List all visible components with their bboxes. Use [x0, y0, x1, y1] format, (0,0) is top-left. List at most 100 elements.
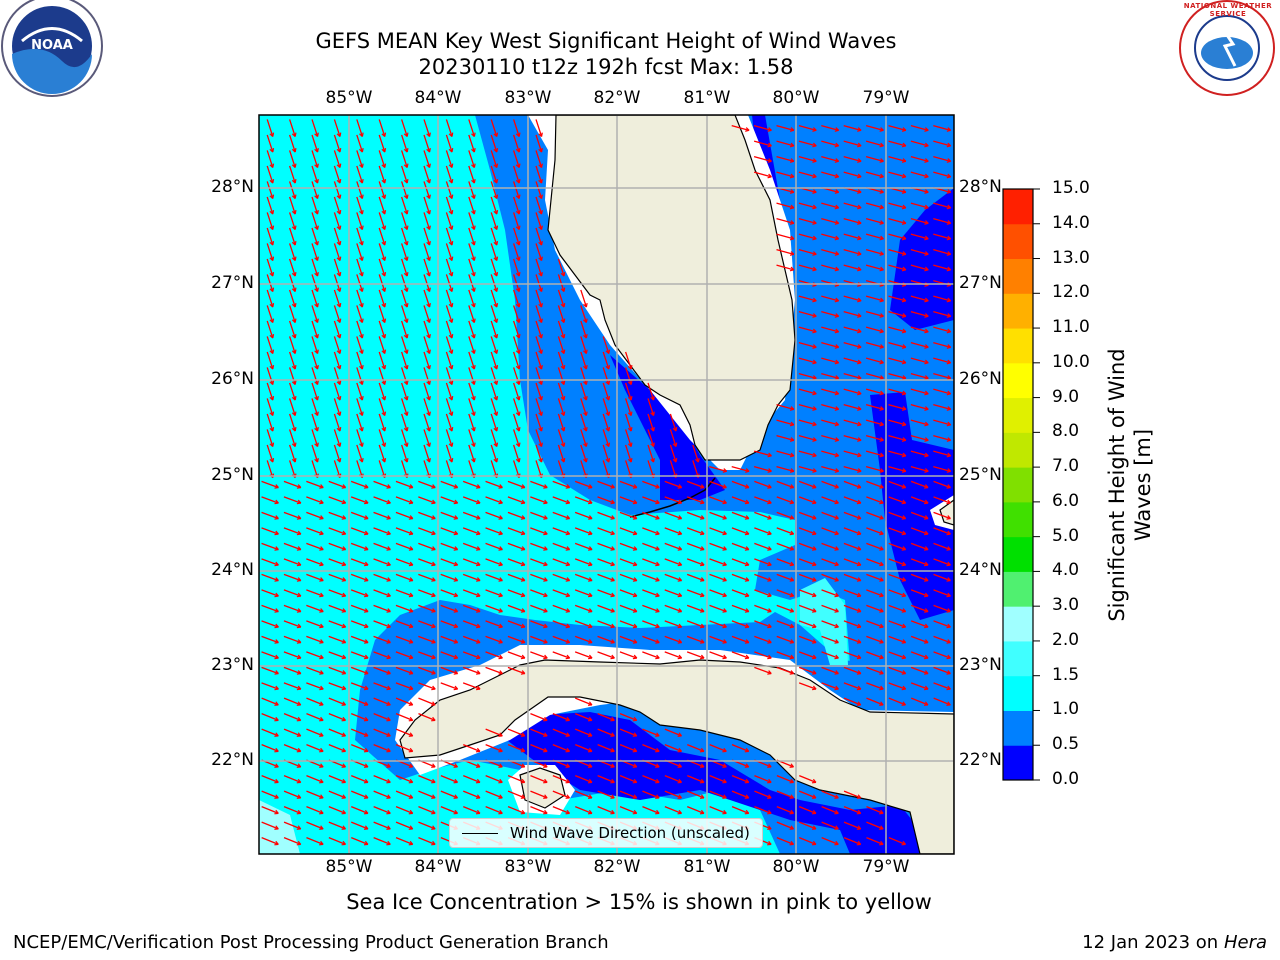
wave-arrow	[440, 806, 458, 814]
wave-arrow	[401, 320, 408, 339]
wave-arrow-head	[946, 654, 951, 660]
wave-arrow-head	[901, 546, 907, 551]
wave-arrow-head	[789, 809, 795, 815]
wave-arrow-head	[610, 623, 615, 629]
wave-arrow	[535, 444, 543, 463]
wave-arrow-head	[543, 732, 548, 737]
wave-arrow	[597, 542, 615, 551]
wave-arrow	[776, 511, 794, 520]
lat-label-right: 25°N	[959, 465, 1002, 485]
wave-arrow-head	[812, 390, 817, 396]
wave-arrow	[378, 258, 386, 277]
wave-arrow-head	[856, 623, 862, 629]
wave-arrow-head	[700, 608, 705, 613]
wave-arrow-head	[924, 189, 929, 194]
wave-arrow	[485, 635, 503, 644]
wave-arrow-head	[431, 685, 436, 691]
wave-arrow-head	[359, 272, 364, 277]
wave-arrow-head	[857, 235, 862, 241]
wave-arrow	[311, 382, 319, 401]
wave-arrow-head	[520, 561, 526, 567]
wave-arrow-head	[677, 577, 683, 582]
wave-arrow	[552, 511, 570, 520]
wave-arrow-head	[364, 670, 369, 675]
wave-arrow-head	[767, 577, 772, 582]
wave-arrow	[552, 496, 570, 504]
wave-arrow-head	[336, 179, 342, 184]
colorbar-segment	[1003, 501, 1033, 538]
wave-arrow-head	[515, 411, 521, 416]
wave-arrow	[580, 289, 587, 308]
wave-arrow-head	[677, 499, 683, 505]
wave-arrow-head	[538, 272, 543, 277]
wave-arrow	[557, 382, 565, 401]
wave-arrow-head	[834, 142, 840, 148]
wave-arrow	[328, 728, 346, 737]
wave-arrow	[821, 218, 839, 224]
wave-arrow	[574, 542, 593, 551]
wave-arrow-head	[834, 158, 840, 163]
nws-logo-text: NATIONAL WEATHER SERVICE	[1183, 2, 1273, 18]
wave-arrow	[266, 134, 274, 153]
wave-arrow-head	[924, 546, 929, 551]
wave-arrow	[866, 496, 884, 504]
wave-arrow-head	[722, 747, 727, 753]
wave-arrow	[910, 171, 929, 178]
wave-arrow	[289, 320, 296, 339]
wave-arrow-head	[655, 484, 660, 489]
wave-arrow	[261, 589, 279, 597]
wave-arrow	[642, 635, 660, 644]
wave-arrow	[283, 573, 302, 582]
wave-arrow	[490, 289, 498, 308]
wave-arrow-head	[363, 732, 369, 737]
wave-arrow-head	[471, 442, 476, 447]
wave-arrow	[843, 666, 862, 675]
wave-arrow-head	[296, 623, 302, 629]
wave-arrow-head	[700, 592, 705, 598]
wave-arrow-head	[560, 380, 566, 385]
wave-arrow-head	[924, 468, 929, 473]
wave-arrow	[373, 496, 391, 504]
wave-arrow	[490, 305, 498, 323]
wave-arrow	[261, 697, 279, 706]
wave-arrow	[776, 573, 794, 582]
wave-arrow	[530, 651, 548, 659]
wave-arrow-head	[655, 639, 660, 644]
wave-arrow-head	[403, 163, 409, 168]
wave-arrow	[373, 527, 391, 535]
wave-arrow	[468, 289, 475, 308]
wave-arrow	[266, 150, 274, 168]
wave-arrow-head	[291, 179, 297, 184]
wave-arrow	[754, 806, 772, 814]
wave-arrow	[821, 357, 839, 364]
wave-arrow-head	[767, 592, 772, 598]
wave-arrow	[328, 775, 346, 783]
wave-arrow-head	[834, 809, 839, 815]
wave-arrow	[351, 790, 369, 799]
wave-arrow	[843, 357, 862, 364]
wave-arrow	[328, 604, 346, 613]
wave-arrow-head	[632, 561, 638, 567]
wave-arrow-head	[359, 241, 364, 246]
wave-arrow-head	[515, 318, 521, 323]
wave-arrow-head	[879, 499, 884, 505]
wave-arrow-head	[471, 272, 476, 277]
wave-arrow	[799, 806, 817, 814]
wave-arrow-head	[386, 701, 391, 706]
wave-arrow-head	[655, 747, 660, 753]
wave-arrow	[625, 367, 632, 385]
wave-arrow-head	[408, 825, 414, 830]
wave-arrow-head	[811, 809, 817, 815]
wave-arrow	[373, 620, 391, 628]
wave-arrow-head	[520, 515, 526, 520]
wave-arrow	[289, 289, 296, 308]
wave-arrow-head	[381, 334, 387, 339]
wave-arrow-head	[493, 318, 499, 323]
wave-arrow-head	[386, 530, 391, 536]
wave-arrow-head	[359, 256, 364, 261]
lon-label-top: 82°W	[593, 88, 641, 108]
wave-arrow-head	[722, 794, 727, 799]
wave-arrow	[418, 713, 436, 721]
wave-arrow	[933, 635, 951, 644]
wave-arrow-head	[560, 349, 566, 354]
